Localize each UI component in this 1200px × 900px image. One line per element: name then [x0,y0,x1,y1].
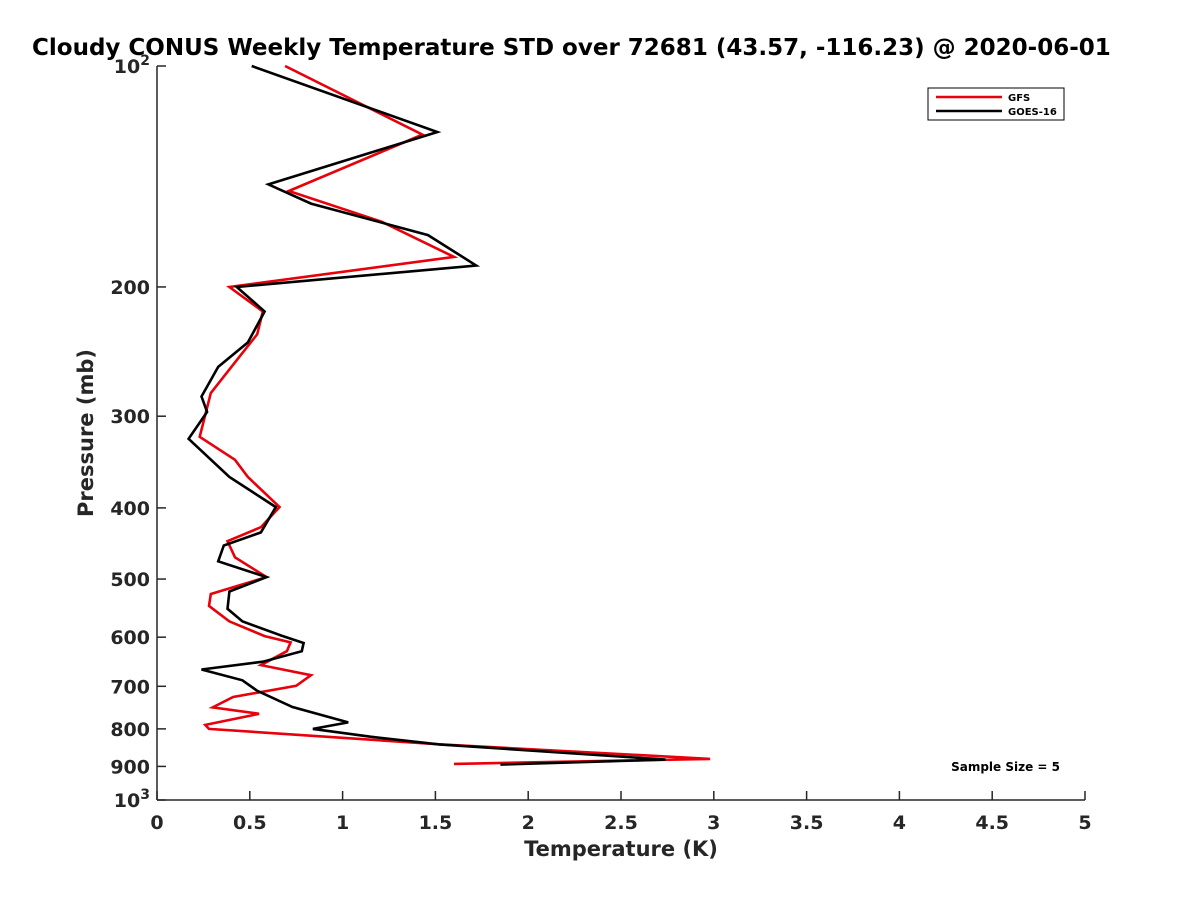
y-tick-label: 300 [110,406,150,428]
legend-label-goes16: GOES-16 [1008,107,1057,118]
legend: GFS GOES-16 [927,87,1065,121]
x-axis-label: Temperature (K) [524,837,718,861]
series-layer [186,64,711,766]
x-tick-label: 4 [893,812,906,834]
x-ticks: 0 0.5 1 1.5 2 2.5 3 3.5 4 4.5 5 [150,791,1092,834]
y-ticks: 102 200 300 400 500 600 700 800 900 103 [110,53,166,812]
x-tick-label: 4.5 [975,812,1009,834]
y-tick-label: 102 [114,53,150,78]
series-line-goes16 [186,64,666,766]
y-tick-label: 600 [110,627,150,649]
y-tick-label: 400 [110,498,150,520]
x-tick-label: 2 [522,812,535,834]
x-tick-label: 1 [336,812,349,834]
y-tick-label: 500 [110,569,150,591]
legend-label-gfs: GFS [1008,93,1030,104]
sample-size-annotation: Sample Size = 5 [951,760,1060,774]
legend-box [927,87,1065,121]
y-tick-label: 103 [114,787,150,812]
x-tick-label: 0 [150,812,163,834]
x-tick-label: 2.5 [604,812,638,834]
x-tick-label: 0.5 [233,812,267,834]
x-tick-label: 5 [1078,812,1091,834]
chart-title: Cloudy CONUS Weekly Temperature STD over… [32,35,1111,61]
x-tick-label: 3.5 [790,812,824,834]
y-tick-label: 900 [110,756,150,778]
x-tick-label: 1.5 [419,812,453,834]
y-axis-label: Pressure (mb) [74,349,98,517]
y-tick-label: 200 [110,277,150,299]
y-tick-label: 700 [110,676,150,698]
x-tick-label: 3 [707,812,720,834]
y-tick-label: 800 [110,719,150,741]
